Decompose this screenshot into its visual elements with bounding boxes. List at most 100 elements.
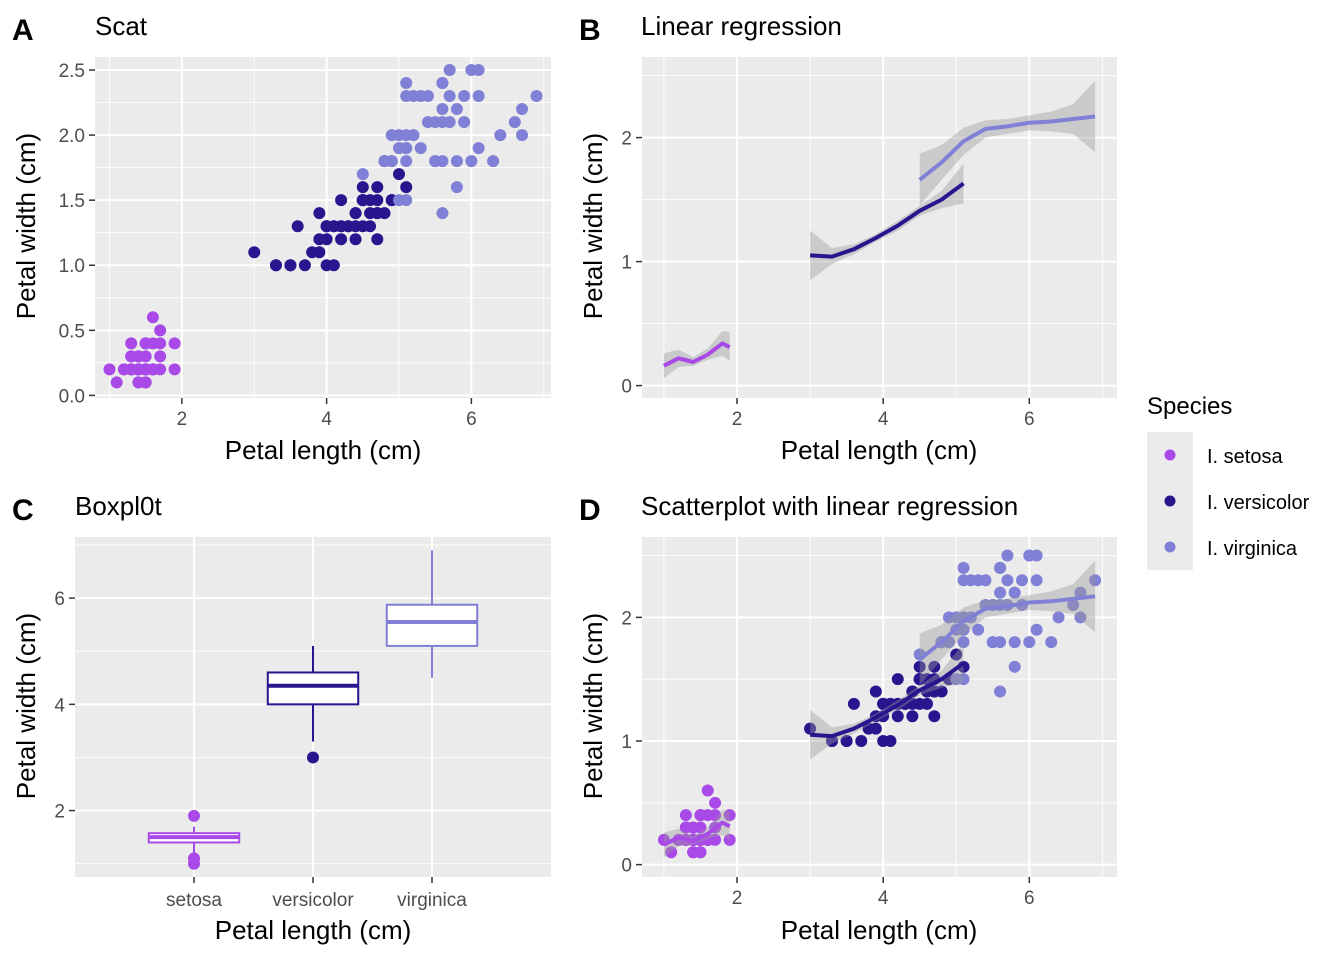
legend-title: Species: [1147, 393, 1232, 420]
panel-a-point-versicolor: [378, 207, 391, 220]
panel-d-point-virginica: [1030, 549, 1043, 562]
panel-b-ylabel: Petal width (cm): [578, 133, 608, 319]
panel-d-plot: 0 1 2 2 4 6: [621, 537, 1117, 909]
panel-a-point-virginica: [516, 129, 529, 142]
panel-a-point-versicolor: [371, 233, 384, 246]
panel-a-point-virginica: [465, 155, 478, 168]
panel-c-xlabel: Petal length (cm): [215, 915, 412, 945]
panel-d-point-setosa: [723, 833, 736, 846]
panel-a-point-virginica: [436, 77, 449, 90]
panel-a-point-versicolor: [327, 220, 340, 233]
legend-key-setosa: [1164, 449, 1176, 461]
panel-b-title: Linear regression: [641, 11, 842, 41]
panel-d-point-versicolor: [891, 710, 904, 723]
panel-a-point-virginica: [436, 103, 449, 116]
panel-d-ribbon-setosa: [663, 810, 730, 858]
panel-a-point-versicolor: [291, 220, 304, 233]
panel-a-point-virginica: [458, 116, 471, 129]
panel-d-xtick-label: 4: [878, 888, 889, 909]
panel-a-point-versicolor: [335, 233, 348, 246]
panel-a-point-virginica: [414, 142, 427, 155]
panel-a-point-versicolor: [349, 207, 362, 220]
panel-a-point-virginica: [443, 64, 456, 77]
panel-d-point-virginica: [1074, 611, 1087, 624]
panel-a-point-virginica: [400, 194, 413, 207]
panel-d-line-versicolor: [809, 661, 965, 739]
panel-d-point-versicolor: [847, 697, 860, 710]
panel-d-point-setosa: [679, 809, 692, 822]
panel-d-point-versicolor: [935, 685, 948, 698]
panel-a-point-virginica: [436, 116, 449, 129]
panel-d-point-virginica: [1023, 636, 1036, 649]
panel-d-point-versicolor: [840, 735, 853, 747]
panel-c-plot: 2 4 6 setosa versicolor virginica: [54, 537, 551, 911]
panel-a-point-virginica: [400, 155, 413, 168]
panel-a-point-versicolor: [342, 220, 355, 233]
panel-a-point-virginica: [407, 129, 420, 142]
panel-d-point-virginica: [1001, 574, 1014, 587]
panel-d-point-virginica: [964, 574, 977, 587]
panel-d-point-versicolor: [921, 697, 933, 710]
panel-d-point-virginica: [1008, 586, 1021, 599]
panel-d-point-virginica: [1030, 623, 1043, 636]
panel-a-ylabel: Petal width (cm): [11, 133, 41, 319]
panel-c-outlier-setosa: [188, 852, 200, 865]
panel-a-point-versicolor: [335, 194, 348, 207]
panel-d-point-versicolor: [928, 660, 941, 673]
panel-c-box-virginica: [385, 603, 479, 647]
panel-b-tag: B: [579, 14, 601, 47]
panel-d-line-virginica: [918, 594, 1096, 661]
panel-a-point-virginica: [436, 207, 449, 220]
panel-d-ribbon-virginica: [919, 560, 1096, 686]
panel-a-ytick-label: 0.5: [59, 321, 85, 342]
panel-d-point-virginica: [1089, 574, 1102, 587]
panel-d-point-virginica: [994, 561, 1007, 574]
panel-a-point-virginica: [378, 155, 391, 168]
panel-b-ribbon-setosa: [663, 331, 730, 379]
panel-d-point-versicolor: [913, 660, 926, 673]
panel-d-point-setosa: [665, 846, 678, 859]
panel-a-point-versicolor: [269, 259, 282, 272]
panel-a-point-versicolor: [248, 246, 261, 259]
panel-d-point-versicolor: [928, 710, 941, 723]
panel-d-point-virginica: [994, 586, 1007, 599]
panel-b-ytick-label: 1: [621, 253, 632, 274]
panel-d-point-versicolor: [869, 685, 882, 698]
panel-d-title: Scatterplot with linear regression: [641, 491, 1018, 521]
panel-d-xtick-label: 2: [732, 888, 743, 909]
panel-d-point-virginica: [979, 574, 992, 587]
panel-a-point-virginica: [472, 90, 485, 103]
panel-a-point-virginica: [393, 142, 405, 155]
panel-a-point-versicolor: [327, 259, 340, 272]
panel-a-point-versicolor: [284, 259, 297, 272]
panel-a-point-virginica: [443, 90, 456, 103]
panel-a-ytick-label: 2.0: [59, 126, 85, 147]
panel-d-point-versicolor: [950, 648, 963, 661]
panel-a-point-setosa: [110, 376, 123, 389]
panel-d-point-virginica: [957, 673, 970, 686]
panel-b-xtick-label: 2: [732, 409, 743, 430]
panel-d-point-setosa: [709, 796, 722, 809]
panel-a-ytick-label: 2.5: [59, 61, 85, 82]
panel-b-ribbon-virginica: [919, 80, 1096, 206]
panel-a-point-virginica: [400, 77, 413, 90]
panel-a-point-virginica: [508, 116, 521, 129]
panel-d-xlabel: Petal length (cm): [781, 915, 978, 945]
panel-b-panel-background: [642, 57, 1117, 398]
panel-a-point-virginica: [487, 155, 500, 168]
panel-d-point-virginica: [1067, 599, 1080, 611]
panel-a-point-versicolor: [364, 207, 377, 220]
panel-d-point-versicolor: [884, 735, 897, 747]
panel-a-point-versicolor: [393, 168, 405, 181]
panel-a-point-setosa: [132, 363, 145, 376]
panel-a-point-setosa: [139, 337, 152, 350]
panel-b-plot: 0 1 2 2 4 6: [621, 57, 1117, 430]
panel-a-point-virginica: [450, 155, 463, 168]
panel-a-plot: 0.0 0.5 1.0 1.5 2.0 2.5 2 4 6: [59, 57, 551, 430]
panel-d-point-virginica: [1001, 549, 1014, 562]
panel-d-point-virginica: [957, 636, 970, 649]
panel-a-xtick-label: 2: [177, 409, 188, 430]
panel-b-line-virginica: [918, 114, 1096, 182]
panel-c-ytick-label: 6: [54, 589, 65, 610]
